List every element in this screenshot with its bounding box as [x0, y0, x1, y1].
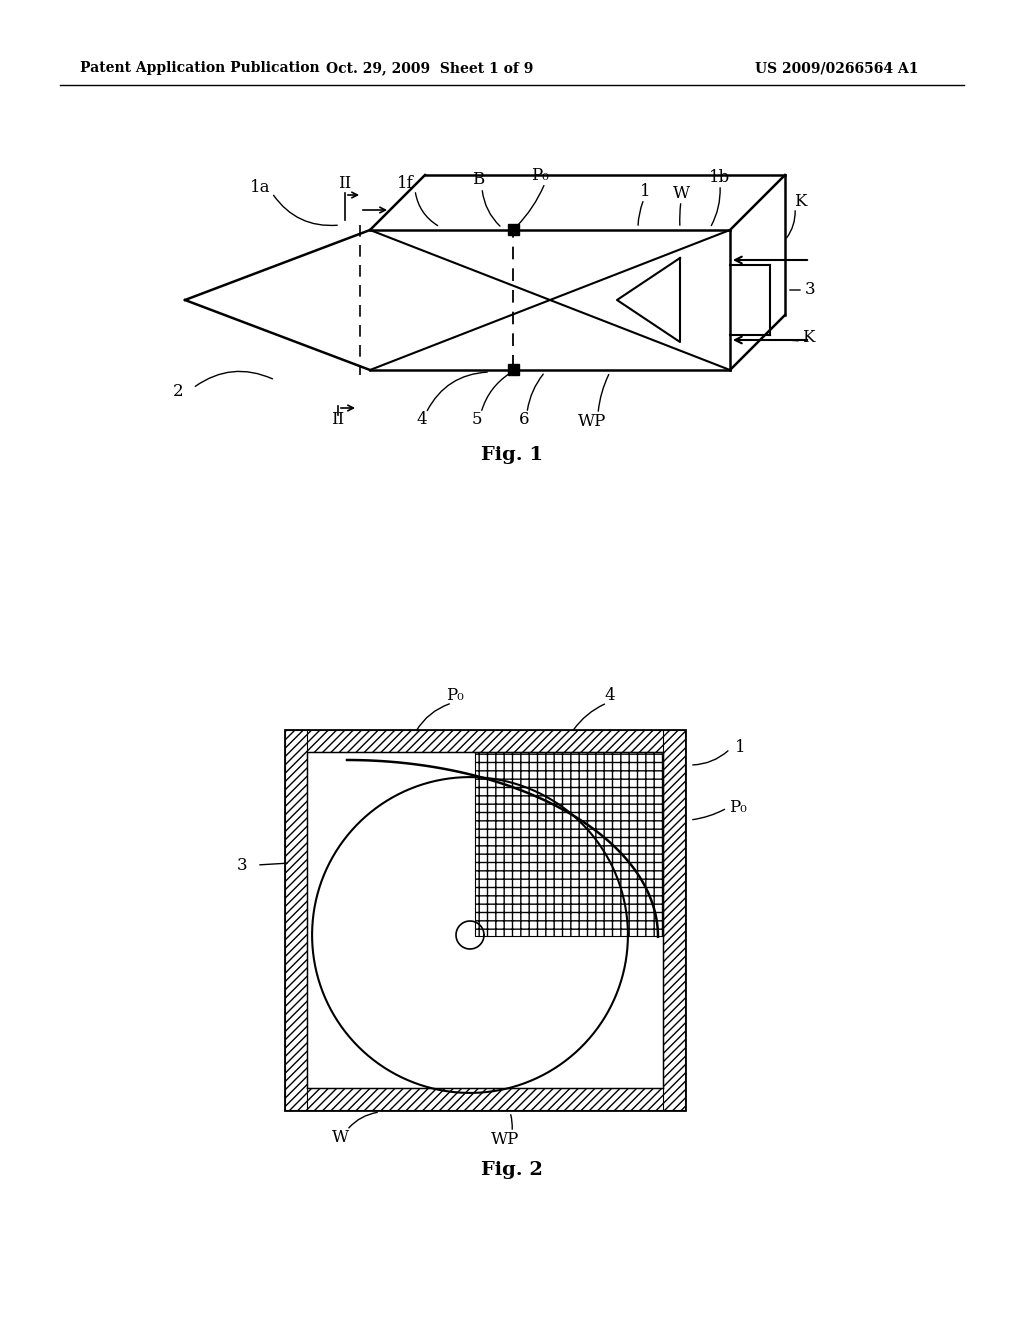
Bar — [285, 1088, 685, 1110]
Text: Fig. 1: Fig. 1 — [481, 446, 543, 465]
Text: K: K — [802, 330, 814, 346]
Text: 1a: 1a — [250, 180, 270, 197]
Text: Patent Application Publication: Patent Application Publication — [80, 61, 319, 75]
Text: 4: 4 — [605, 686, 615, 704]
Text: W: W — [332, 1130, 348, 1147]
Text: WP: WP — [578, 412, 606, 429]
Text: 3: 3 — [237, 857, 248, 874]
Text: 4: 4 — [417, 412, 427, 429]
Bar — [508, 364, 519, 375]
Text: P₀: P₀ — [729, 800, 746, 817]
Text: 5: 5 — [472, 412, 482, 429]
Text: WP: WP — [490, 1131, 519, 1148]
Text: Oct. 29, 2009  Sheet 1 of 9: Oct. 29, 2009 Sheet 1 of 9 — [327, 61, 534, 75]
Bar — [285, 730, 685, 752]
Bar — [663, 730, 685, 1110]
Text: Fig. 2: Fig. 2 — [481, 1162, 543, 1179]
Text: 6: 6 — [519, 412, 529, 429]
Bar — [475, 752, 663, 936]
Text: 1: 1 — [640, 183, 650, 201]
Text: 3: 3 — [805, 281, 815, 298]
Text: 2: 2 — [173, 384, 183, 400]
Text: II: II — [338, 174, 351, 191]
Text: II: II — [332, 412, 345, 429]
Text: K: K — [794, 194, 806, 210]
Text: 1b: 1b — [710, 169, 731, 186]
Text: B: B — [472, 172, 484, 189]
Bar — [285, 730, 685, 1110]
Text: 1f: 1f — [396, 174, 414, 191]
Text: P₀: P₀ — [531, 168, 549, 185]
Bar — [508, 224, 519, 235]
Text: P₀: P₀ — [446, 686, 464, 704]
Text: 1: 1 — [734, 739, 745, 756]
Text: US 2009/0266564 A1: US 2009/0266564 A1 — [755, 61, 919, 75]
Text: W: W — [673, 186, 689, 202]
Bar — [285, 730, 307, 1110]
